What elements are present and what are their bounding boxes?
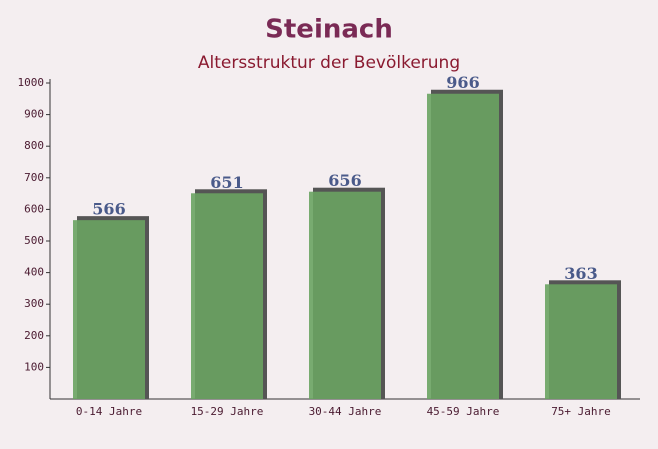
bar	[73, 220, 145, 399]
x-tick-label: 75+ Jahre	[551, 405, 611, 418]
y-tick-label: 400	[24, 266, 44, 279]
x-tick-label: 0-14 Jahre	[76, 405, 142, 418]
y-tick-label: 200	[24, 329, 44, 342]
x-tick-label: 15-29 Jahre	[191, 405, 264, 418]
value-label: 656	[328, 171, 361, 190]
bar	[545, 284, 617, 399]
x-tick-label: 30-44 Jahre	[309, 405, 382, 418]
value-label: 966	[446, 73, 479, 92]
value-label: 651	[210, 173, 243, 192]
value-label: 566	[92, 200, 125, 219]
chart-subtitle: Altersstruktur der Bevölkerung	[198, 53, 460, 73]
y-tick-label: 500	[24, 234, 44, 247]
y-tick-label: 600	[24, 202, 44, 215]
bar	[191, 193, 263, 399]
value-label: 363	[564, 264, 597, 283]
y-tick-label: 100	[24, 360, 44, 373]
y-tick-label: 900	[24, 108, 44, 121]
y-tick-label: 700	[24, 171, 44, 184]
y-tick-label: 800	[24, 139, 44, 152]
bar	[427, 93, 499, 399]
bar	[309, 191, 381, 399]
chart-title: Steinach	[265, 15, 393, 45]
y-tick-label: 1000	[18, 76, 45, 89]
y-tick-label: 300	[24, 297, 44, 310]
x-tick-label: 45-59 Jahre	[427, 405, 500, 418]
